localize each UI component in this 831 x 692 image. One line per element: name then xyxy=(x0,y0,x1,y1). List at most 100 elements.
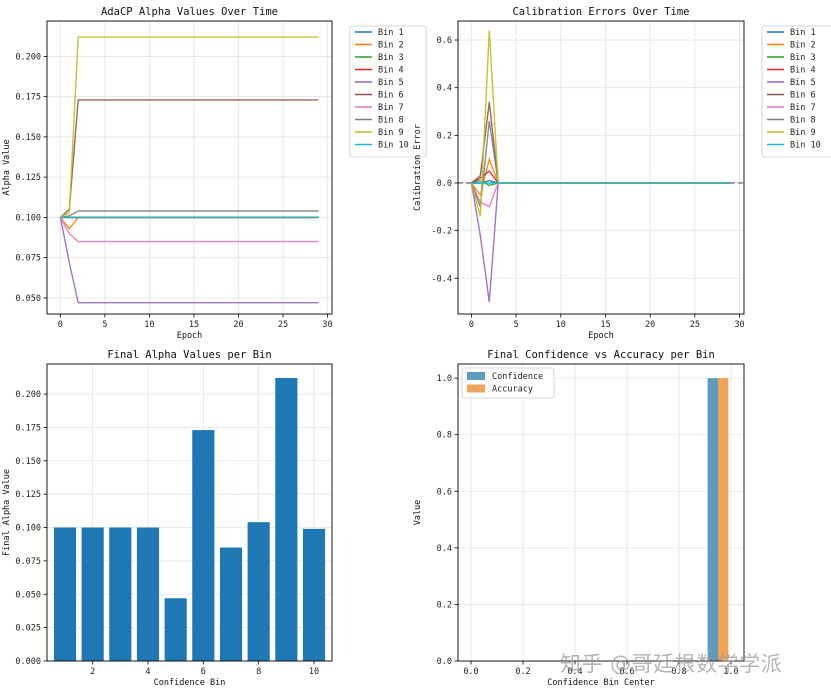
y-tick-label: 0.150 xyxy=(15,457,41,467)
bar-bin-5 xyxy=(164,598,187,661)
axes-frame xyxy=(457,20,745,315)
legend-entry: Confidence xyxy=(492,372,543,382)
x-tick-label: 1.0 xyxy=(723,667,738,677)
legend-entry: Bin 6 xyxy=(378,91,404,101)
y-tick-label: 0.075 xyxy=(15,254,41,264)
legend-entry: Bin 9 xyxy=(378,128,404,138)
bar-bin-3 xyxy=(109,527,132,661)
x-tick-label: 10 xyxy=(556,320,566,330)
y-tick-label: -0.4 xyxy=(432,274,452,284)
legend-entry: Bin 1 xyxy=(790,28,816,38)
legend-entry: Bin 10 xyxy=(790,141,821,151)
series-line-bin-6 xyxy=(59,99,319,218)
legend-entry: Bin 1 xyxy=(378,28,404,38)
y-tick-label: 0.6 xyxy=(437,36,452,46)
x-tick-label: 0.6 xyxy=(619,667,634,677)
y-tick-label: 0.100 xyxy=(15,213,41,223)
chart-title: Final Confidence vs Accuracy per Bin xyxy=(487,349,715,361)
legend-entry: Bin 4 xyxy=(378,66,404,76)
x-tick-label: 8 xyxy=(256,667,261,677)
legend-entry: Bin 3 xyxy=(378,53,404,63)
legend-entry: Bin 3 xyxy=(790,53,816,63)
series-line-bin-8 xyxy=(470,120,731,208)
bar-bin-1 xyxy=(53,527,77,661)
chart-title: AdaCP Alpha Values Over Time xyxy=(101,6,278,18)
axes-frame xyxy=(457,363,745,662)
y-tick-label: 0.8 xyxy=(437,431,452,441)
legend-entry: Bin 7 xyxy=(378,103,404,113)
x-axis-label: Epoch xyxy=(177,331,203,341)
watermark: 知乎 @哥廷根数学学派 xyxy=(560,652,783,676)
bar-bin-8 xyxy=(247,522,270,661)
y-tick-label: 0.050 xyxy=(15,294,41,304)
y-axis-label: Alpha Value xyxy=(2,139,12,195)
x-axis-label: Epoch xyxy=(588,331,614,341)
x-tick-label: 0 xyxy=(58,320,63,330)
axes-frame xyxy=(46,363,333,662)
y-tick-label: 0.4 xyxy=(437,84,452,94)
x-tick-label: 5 xyxy=(102,320,107,330)
chart-title: Calibration Errors Over Time xyxy=(512,6,689,18)
x-tick-label: 30 xyxy=(734,320,744,330)
y-tick-label: 0.125 xyxy=(15,490,41,500)
y-tick-label: 0.050 xyxy=(15,590,41,600)
y-tick-label: 0.200 xyxy=(15,52,41,62)
y-axis-label: Final Alpha Value xyxy=(2,469,12,556)
y-tick-label: 1.0 xyxy=(437,374,452,384)
series-line-bin-2 xyxy=(470,156,731,197)
series-line-bin-7 xyxy=(470,182,731,208)
axes-frame xyxy=(46,20,333,315)
series-line-bin-2 xyxy=(59,216,319,230)
bar-bin-2 xyxy=(81,527,104,661)
series-line-bin-6 xyxy=(470,101,731,184)
series-line-bin-5 xyxy=(470,182,731,303)
chart-title: Final Alpha Values per Bin xyxy=(107,349,271,361)
legend-entry: Bin 8 xyxy=(378,116,404,126)
legend-entry: Bin 2 xyxy=(790,41,816,51)
y-axis-label: Calibration Error xyxy=(413,124,423,211)
y-tick-label: 0.175 xyxy=(15,93,41,103)
y-tick-label: 0.125 xyxy=(15,173,41,183)
y-tick-label: 0.150 xyxy=(15,133,41,143)
x-tick-label: 5 xyxy=(514,320,519,330)
series-line-bin-9 xyxy=(470,30,731,217)
legend-entry: Bin 10 xyxy=(378,141,409,151)
y-axis-label: Value xyxy=(413,500,423,526)
x-tick-label: 2 xyxy=(90,667,95,677)
x-tick-label: 15 xyxy=(600,320,610,330)
bar-bin-10 xyxy=(302,528,326,661)
series-line-bin-4 xyxy=(471,170,731,184)
y-tick-label: 0.2 xyxy=(437,131,452,141)
legend-entry: Bin 6 xyxy=(790,91,816,101)
legend-entry: Bin 2 xyxy=(378,41,404,51)
x-tick-label: 0.8 xyxy=(671,667,686,677)
legend-swatch xyxy=(467,372,485,380)
legend-entry: Bin 5 xyxy=(378,78,404,88)
y-tick-label: 0.075 xyxy=(15,557,41,567)
series-line-bin-5 xyxy=(59,217,319,304)
bar-bin-7 xyxy=(219,547,243,661)
legend-box xyxy=(761,25,831,158)
x-tick-label: 20 xyxy=(233,320,243,330)
legend-entry: Bin 9 xyxy=(790,128,816,138)
x-tick-label: 30 xyxy=(322,320,332,330)
x-tick-label: 6 xyxy=(201,667,206,677)
legend-swatch xyxy=(467,384,485,393)
y-tick-label: 0.4 xyxy=(437,544,452,554)
x-tick-label: 25 xyxy=(278,320,288,330)
x-tick-label: 10 xyxy=(144,320,154,330)
legend-entry: Bin 5 xyxy=(790,78,816,88)
bar-accuracy xyxy=(718,378,729,661)
y-tick-label: 0.200 xyxy=(15,390,41,400)
legend-box xyxy=(349,25,427,158)
legend-entry: Bin 4 xyxy=(790,66,816,76)
x-tick-label: 20 xyxy=(645,320,655,330)
x-tick-label: 10 xyxy=(309,667,319,677)
legend-entry: Bin 8 xyxy=(790,116,816,126)
series-line-bin-7 xyxy=(59,217,319,243)
x-axis-label: Confidence Bin xyxy=(154,678,226,688)
y-tick-label: 0.000 xyxy=(15,657,41,667)
x-tick-label: 0 xyxy=(469,320,474,330)
x-tick-label: 0.4 xyxy=(567,667,582,677)
